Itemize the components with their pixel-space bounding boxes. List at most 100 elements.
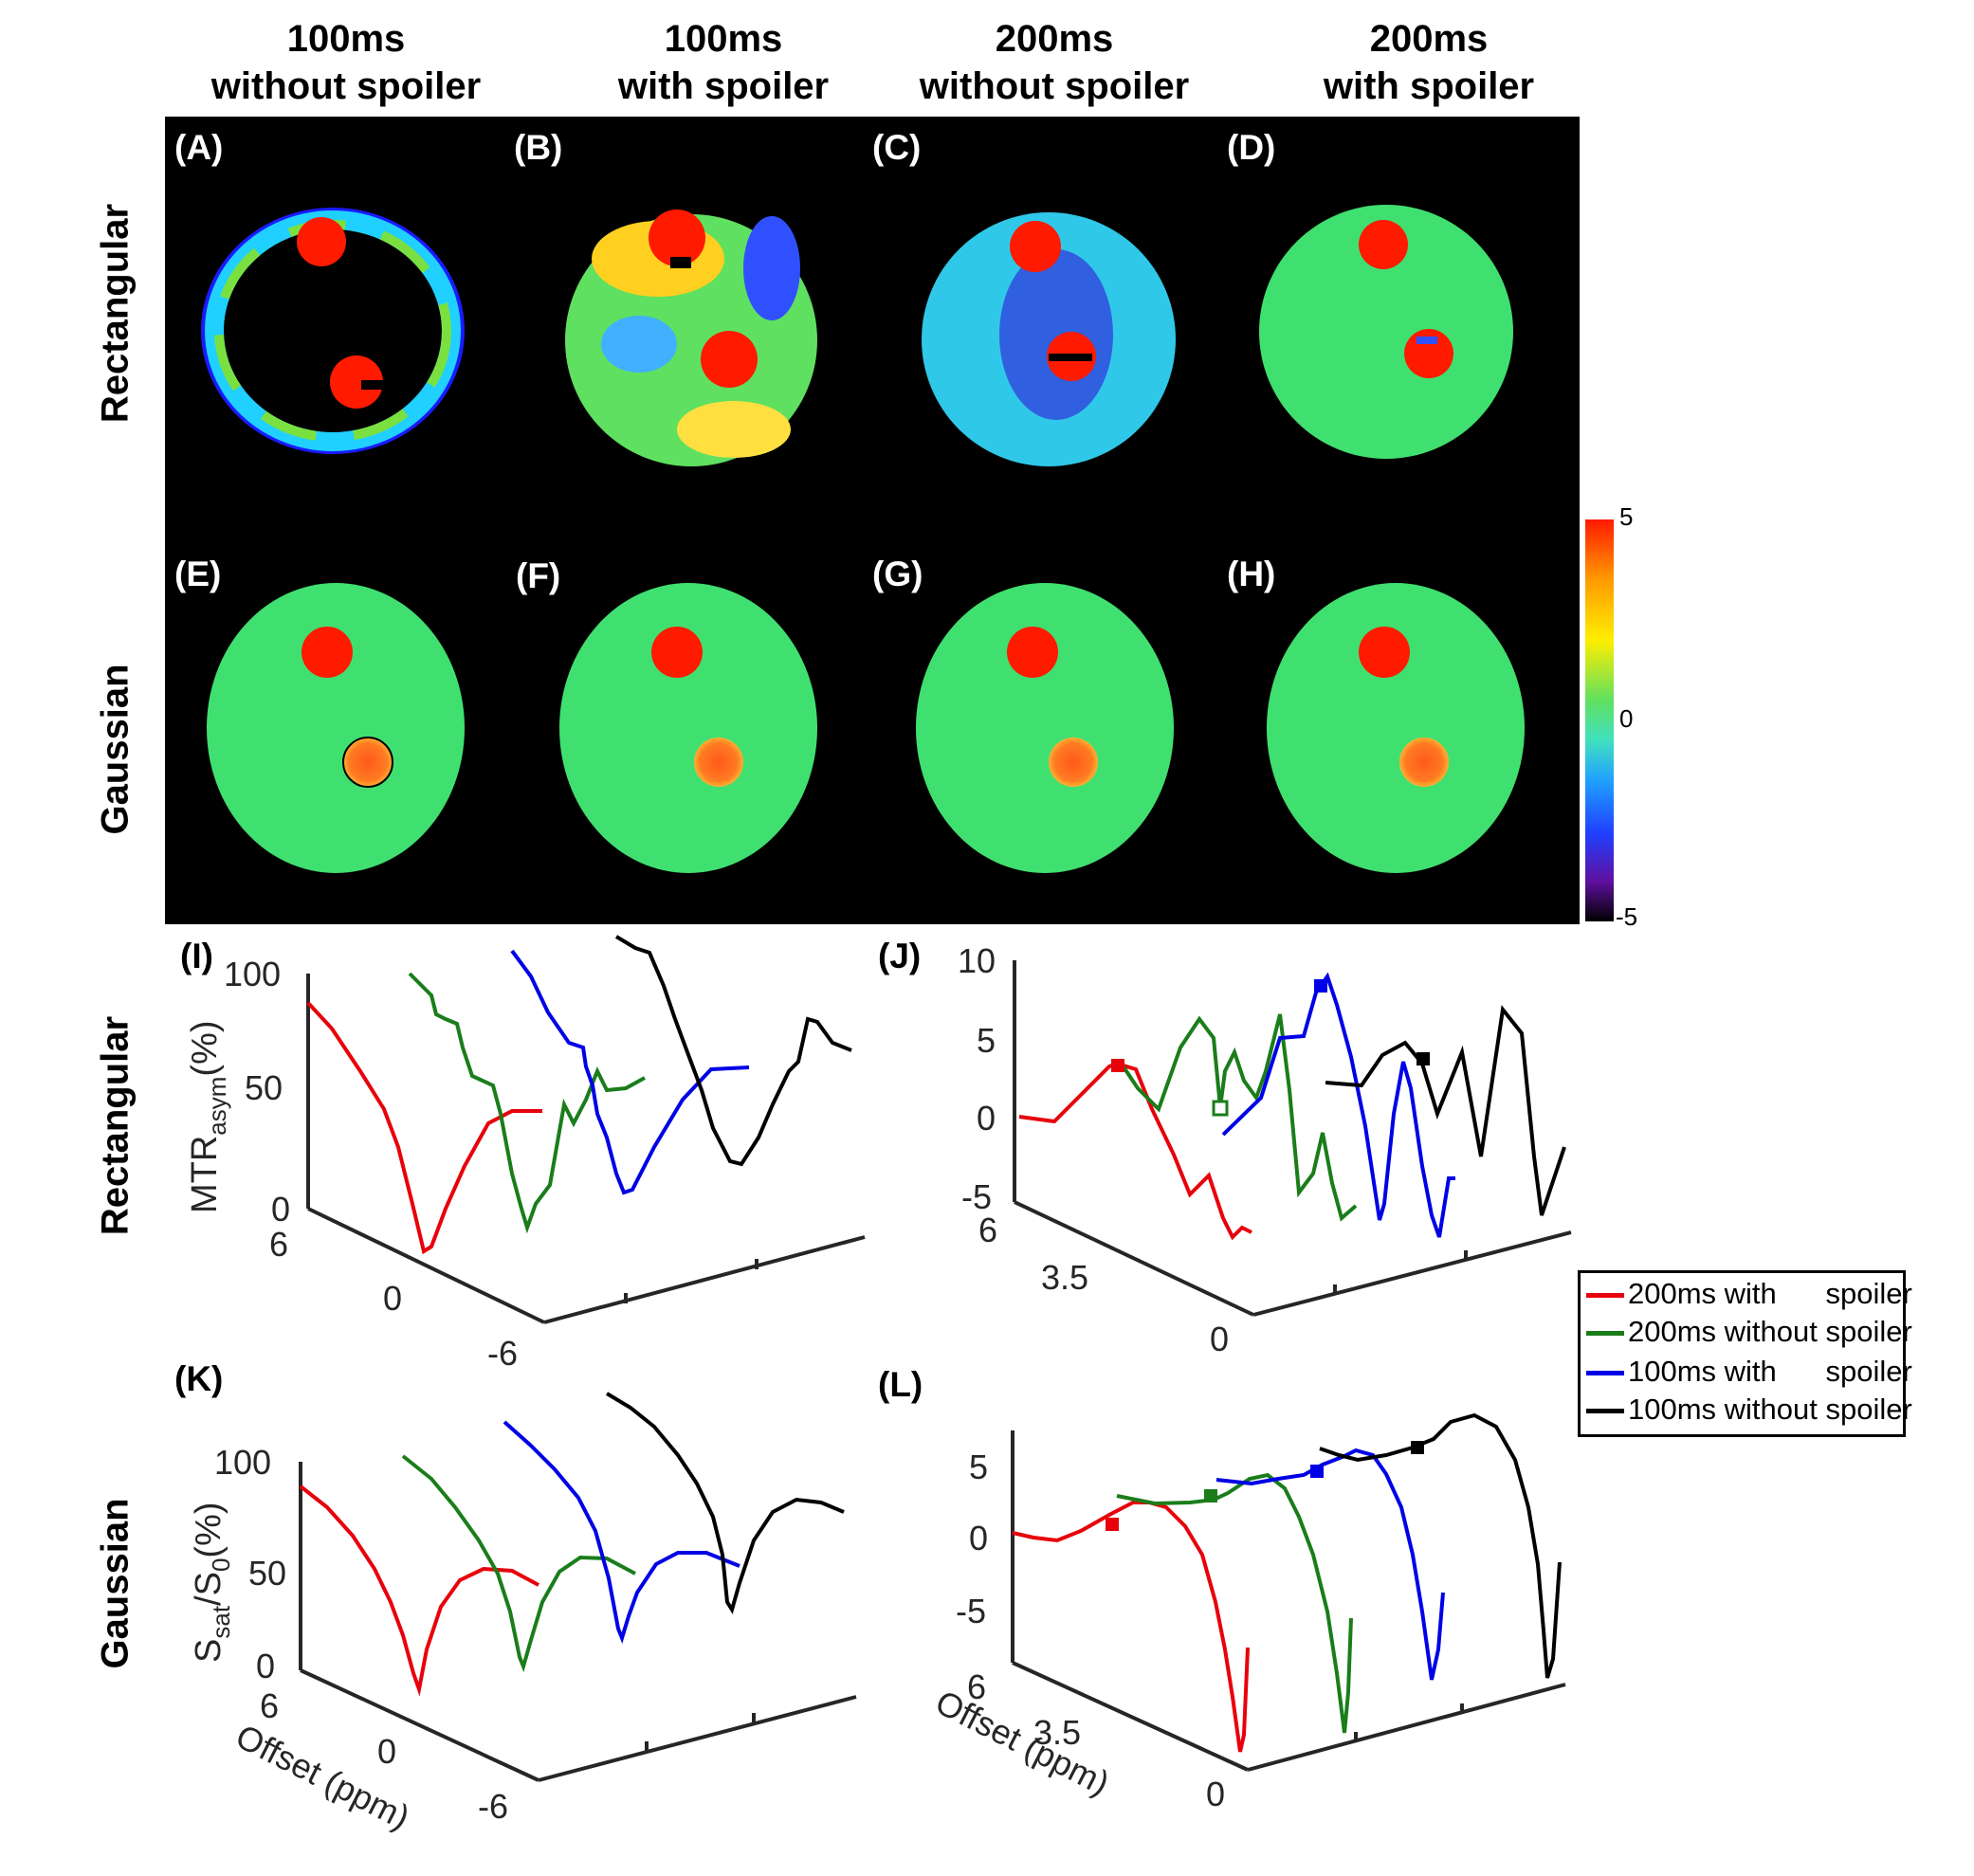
plot-i-line-200ms-without-spoiler [408, 972, 646, 1234]
plot-i-ytick-100: 100 [224, 955, 281, 993]
plot-l-ytick-0: 0 [969, 1519, 988, 1557]
plot-j-marker-black [1417, 1052, 1430, 1065]
plot-l-ytick-neg5: -5 [956, 1592, 986, 1630]
plot-k-line-200ms-without-spoiler [401, 1454, 636, 1673]
legend-item-100ms-without-spoiler: 100ms without spoiler [1586, 1391, 1912, 1429]
colorbar-max: 5 [1619, 502, 1634, 531]
plot-l-line-200ms-without-spoiler [1116, 1472, 1353, 1734]
colorbar-min: -5 [1616, 902, 1638, 931]
plot-j-marker-blue [1314, 979, 1327, 993]
map-f [559, 583, 817, 873]
map-panels: (A) (B) (C) (D) (E) (F) (G) (H) [165, 117, 1580, 924]
colorbar [1585, 519, 1614, 921]
map-e [207, 583, 465, 873]
map-d [1259, 205, 1513, 459]
panel-label-b: (B) [514, 128, 563, 167]
plot-j-line-200ms-without-spoiler [1117, 1013, 1358, 1222]
plot-k-line-100ms-without-spoiler [605, 1392, 845, 1614]
plot-l-axes [1011, 1430, 1566, 1772]
column-header-3: 200ms without spoiler [919, 18, 1190, 107]
plot-l-ytick-5: 5 [969, 1448, 988, 1486]
plot-i-xtick-0: 0 [383, 1279, 402, 1318]
plot-i-line-100ms-with-spoiler [510, 949, 750, 1195]
column-header-1: 100ms without spoiler [210, 18, 482, 107]
plot-l-line-100ms-with-spoiler [1215, 1448, 1445, 1681]
plot-j-xtick-6: 6 [978, 1211, 997, 1249]
plot-label-l: (L) [878, 1365, 923, 1404]
plot-l-xtick-3p5: 3.5 [1033, 1713, 1081, 1752]
plot-l-line-100ms-without-spoiler [1319, 1412, 1562, 1679]
plot-l-marker-green [1204, 1489, 1217, 1503]
plot-j-markers [1111, 979, 1430, 1117]
plot-i-axes [306, 974, 866, 1324]
map-c [922, 212, 1176, 466]
plot-i-ylabel: MTRasym(%) [185, 1020, 231, 1213]
column-header-2: 100ms with spoiler [617, 18, 830, 107]
legend-item-200ms-with-spoiler: 200ms with spoiler [1586, 1275, 1912, 1313]
legend: 200ms with spoiler 200ms without spoiler… [1578, 1270, 1912, 1437]
plot-label-j: (J) [878, 937, 922, 975]
plot-k-ytick-50: 50 [248, 1554, 286, 1593]
plot-k-series [299, 1392, 845, 1697]
plot-k-ylabel: Ssat/S0(%) [189, 1502, 235, 1663]
map-b [565, 209, 817, 466]
plot-k-line-100ms-with-spoiler [503, 1420, 740, 1645]
panel-label-c: (C) [872, 128, 922, 167]
plot-k-axes [299, 1462, 857, 1782]
plot-k-xtick-neg6: -6 [478, 1787, 508, 1826]
plot-k-ytick-100: 100 [214, 1443, 271, 1482]
map-g [916, 583, 1174, 873]
plot-l-series [1012, 1412, 1562, 1753]
plot-j-line-100ms-with-spoiler [1221, 972, 1455, 1238]
plot-j-xtick-0: 0 [1210, 1320, 1229, 1358]
plot-k-ytick-0: 0 [256, 1647, 275, 1685]
plot-j-ytick-10: 10 [958, 941, 996, 980]
plot-j-xtick-3p5: 3.5 [1041, 1258, 1088, 1297]
plot-label-k: (K) [174, 1359, 224, 1398]
map-panels-svg [201, 205, 1525, 873]
legend-item-200ms-without-spoiler: 200ms without spoiler [1586, 1313, 1912, 1351]
legend-swatch-black [1586, 1409, 1624, 1414]
plot-j-ytick-5: 5 [977, 1021, 996, 1060]
plot-j-ytick-neg5: -5 [961, 1177, 992, 1216]
plot-l-marker-blue [1310, 1465, 1324, 1478]
panel-label-g: (G) [872, 555, 923, 593]
plot-l-marker-red [1106, 1518, 1119, 1531]
plot-i-series [306, 935, 852, 1255]
plot-j-ytick-0: 0 [977, 1099, 996, 1138]
map-a [201, 208, 465, 454]
plot-l-marker-black [1411, 1441, 1424, 1454]
plot-j-marker-red [1111, 1059, 1124, 1072]
legend-swatch-blue [1586, 1371, 1624, 1376]
plot-k-line-200ms-with-spoiler [299, 1484, 539, 1697]
panel-label-a: (A) [174, 128, 224, 167]
map-h [1267, 583, 1525, 873]
plot-j-series [1018, 972, 1566, 1241]
panel-label-h: (H) [1227, 555, 1276, 593]
plot-k-xtick-6: 6 [260, 1686, 279, 1725]
plot-i-ytick-0: 0 [271, 1190, 290, 1229]
plot-i-line-200ms-with-spoiler [306, 1001, 542, 1255]
plot-i-xtick-6: 6 [269, 1225, 288, 1264]
panel-label-e: (E) [174, 555, 222, 593]
panel-label-d: (D) [1227, 128, 1276, 167]
plot-l-xtick-0: 0 [1206, 1775, 1225, 1813]
panel-label-f: (F) [516, 556, 561, 595]
plot-l-xlabel: Offset (ppm) [929, 1683, 1115, 1803]
plot-i-ytick-50: 50 [245, 1068, 283, 1107]
plot-j-axes [1013, 960, 1572, 1317]
plot-l-line-200ms-with-spoiler [1012, 1501, 1250, 1753]
colorbar-mid: 0 [1619, 704, 1634, 733]
plot-k-xtick-0: 0 [377, 1732, 396, 1771]
plot-i-xtick-neg6: -6 [487, 1334, 518, 1373]
plot-j-line-100ms-without-spoiler [1325, 1005, 1566, 1216]
column-header-4: 200ms with spoiler [1323, 18, 1535, 107]
plot-l-markers [1106, 1441, 1424, 1531]
plot-l-xtick-6: 6 [967, 1667, 986, 1706]
plot-j-line-200ms-with-spoiler [1018, 1061, 1252, 1241]
legend-item-100ms-with-spoiler: 100ms with spoiler [1586, 1353, 1912, 1391]
legend-swatch-green [1586, 1331, 1624, 1337]
plot-label-i: (I) [180, 937, 213, 975]
legend-swatch-red [1586, 1293, 1624, 1299]
